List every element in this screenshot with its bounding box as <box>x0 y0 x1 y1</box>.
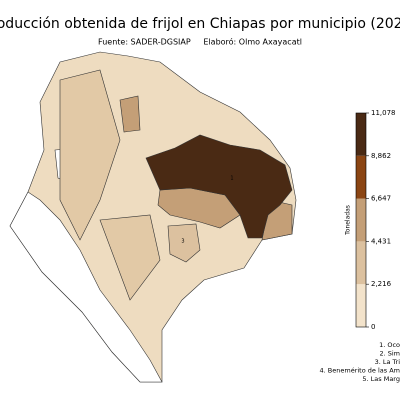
colorbar-tick-label: 6,647 <box>371 195 391 203</box>
colorbar-bin <box>356 155 366 199</box>
colorbar-bin <box>356 113 366 156</box>
colorbar-label: Toneladas <box>345 205 352 236</box>
colorbar-bin <box>356 198 366 242</box>
municipality-label: 3 <box>181 239 184 245</box>
note: 5. Las Marg <box>362 375 400 383</box>
note: 3. La Tri <box>375 358 400 366</box>
subtitle: Fuente: SADER-DGSIAP Elaboró: Olmo Axaya… <box>98 37 302 47</box>
municipality-label: 1 <box>230 176 233 182</box>
municipality <box>145 134 293 239</box>
colorbar-bin <box>356 241 366 285</box>
colorbar-tick-label: 8,862 <box>371 152 391 160</box>
municipality <box>59 69 161 301</box>
colorbar-bin <box>356 284 366 327</box>
colorbar-tick-label: 4,431 <box>371 237 391 245</box>
title: Producción obtenida de frijol en Chiapas… <box>0 16 400 32</box>
municipality <box>167 223 201 263</box>
colorbar-frame <box>355 112 367 328</box>
note: 4. Benemérito de las Am <box>320 367 400 375</box>
note: 1. Oco <box>379 341 400 349</box>
municipality <box>119 95 141 133</box>
colorbar-tick-label: 2,216 <box>371 280 392 288</box>
note: 2. Sim <box>379 350 400 358</box>
colorbar-tick-label: 0 <box>371 323 375 331</box>
unshaded-municipalities <box>9 191 163 383</box>
colorbar-tick-label: 11,078 <box>371 109 396 117</box>
